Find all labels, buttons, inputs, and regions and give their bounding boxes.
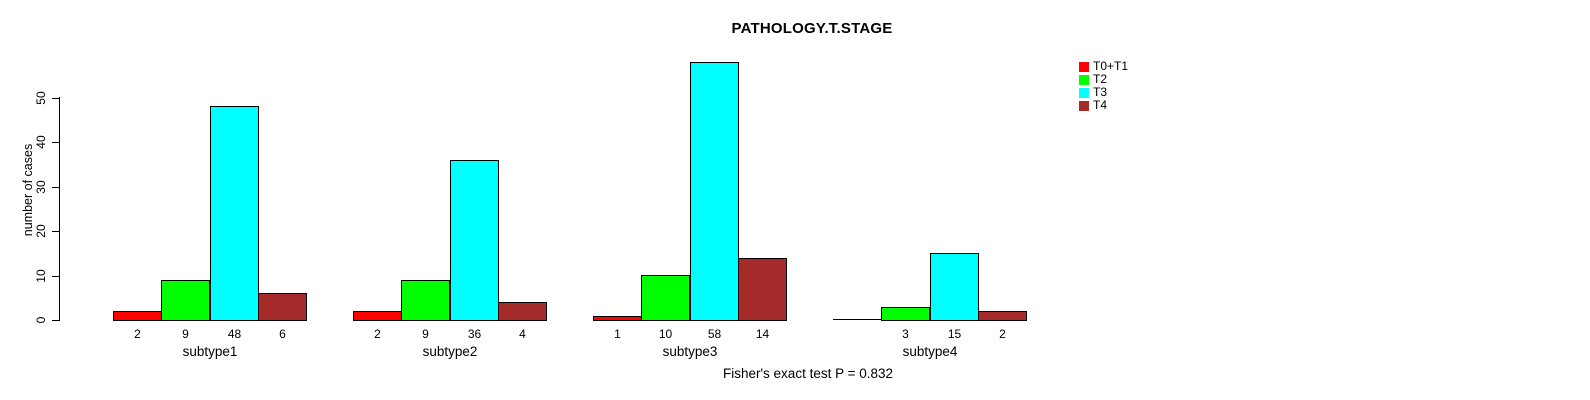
category-label-subtype3: subtype3 xyxy=(662,344,718,359)
y-axis-tick xyxy=(52,276,59,277)
bar-subtype1-t0t1 xyxy=(113,311,162,321)
bar-subtype3-t2 xyxy=(641,275,690,321)
legend: T0+T1 T2 T3 T4 xyxy=(1079,59,1129,112)
category-label-subtype4: subtype4 xyxy=(902,344,958,359)
footer-stat: Fisher's exact test P = 0.832 xyxy=(722,366,894,381)
legend-item-t3: T3 xyxy=(1079,85,1128,99)
bar-value-label: 3 xyxy=(902,327,909,341)
legend-item-t2: T2 xyxy=(1079,72,1128,86)
bar-subtype4-t4 xyxy=(978,311,1027,321)
bar-value-label: 58 xyxy=(707,327,722,341)
bar-value-label: 6 xyxy=(279,327,286,341)
bar-subtype3-t4 xyxy=(738,258,787,321)
bar-subtype3-t0t1 xyxy=(593,316,642,321)
y-axis-title: number of cases xyxy=(21,143,35,237)
legend-item-t4: T4 xyxy=(1079,98,1128,112)
bar-subtype4-t2 xyxy=(881,307,930,321)
bar-value-label: 14 xyxy=(755,327,770,341)
bar-subtype3-t3 xyxy=(690,62,739,321)
y-axis-tick-label: 50 xyxy=(34,91,48,105)
chart-title: PATHOLOGY.T.STAGE xyxy=(731,20,893,37)
bar-value-label: 2 xyxy=(999,327,1006,341)
y-axis-tick xyxy=(52,98,59,99)
y-axis-line xyxy=(59,97,60,321)
legend-swatch xyxy=(1079,100,1089,111)
legend-label: T3 xyxy=(1093,85,1108,99)
bar-subtype2-t3 xyxy=(450,160,499,321)
bar-value-label: 9 xyxy=(182,327,189,341)
bar-value-label: 1 xyxy=(614,327,621,341)
bar-subtype2-t2 xyxy=(401,280,450,321)
legend-label: T2 xyxy=(1093,72,1108,86)
y-axis-tick-label: 40 xyxy=(34,135,48,149)
legend-item-t0t1: T0+T1 xyxy=(1079,59,1129,73)
bar-value-label: 36 xyxy=(467,327,482,341)
legend-swatch xyxy=(1079,87,1089,98)
bar-subtype2-t0t1 xyxy=(353,311,402,321)
bar-subtype1-t4 xyxy=(258,293,307,321)
y-axis-tick-label: 0 xyxy=(34,316,48,324)
y-axis-tick xyxy=(52,187,59,188)
category-label-subtype2: subtype2 xyxy=(422,344,478,359)
bar-subtype2-t4 xyxy=(498,302,547,321)
category-label-subtype1: subtype1 xyxy=(182,344,238,359)
legend-label: T0+T1 xyxy=(1093,59,1129,73)
bar-subtype4-t3 xyxy=(930,253,979,321)
bar-value-label: 15 xyxy=(947,327,962,341)
bar-subtype1-t3 xyxy=(210,106,259,321)
bar-value-label: 48 xyxy=(227,327,242,341)
legend-label: T4 xyxy=(1093,98,1108,112)
y-axis-tick xyxy=(52,320,59,321)
y-axis-tick xyxy=(52,231,59,232)
y-axis-tick xyxy=(52,142,59,143)
bar-value-label: 2 xyxy=(374,327,381,341)
bar-subtype1-t2 xyxy=(161,280,210,321)
bar-value-label: 4 xyxy=(519,327,526,341)
y-axis-tick-label: 30 xyxy=(34,180,48,194)
bar-value-label: 9 xyxy=(422,327,429,341)
y-axis-tick-label: 20 xyxy=(34,224,48,238)
bar-subtype4-t0t1 xyxy=(833,319,882,320)
legend-swatch xyxy=(1079,74,1089,85)
legend-swatch xyxy=(1079,61,1089,72)
y-axis-tick-label: 10 xyxy=(34,269,48,283)
bar-value-label: 10 xyxy=(658,327,673,341)
bar-value-label: 2 xyxy=(134,327,141,341)
